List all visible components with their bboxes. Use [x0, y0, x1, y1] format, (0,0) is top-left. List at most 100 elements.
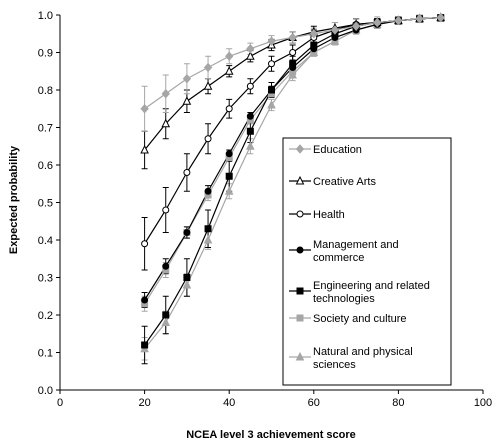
data-point	[141, 341, 149, 349]
data-point	[182, 73, 192, 84]
y-axis-label: Expected probability	[8, 145, 20, 254]
data-point	[182, 96, 192, 105]
y-tick-label: 0.5	[38, 198, 53, 210]
legend-label: technologies	[313, 293, 375, 305]
y-tick-label: 0.3	[38, 273, 53, 285]
legend-swatch-marker	[296, 246, 304, 254]
legend-item: Education	[289, 144, 362, 156]
data-point	[246, 112, 254, 120]
y-tick-label: 0.2	[38, 310, 53, 322]
data-point	[224, 66, 234, 75]
legend-label: Engineering and related	[313, 280, 430, 292]
data-point	[204, 225, 212, 233]
data-point	[140, 144, 149, 154]
data-point	[204, 187, 212, 195]
legend-swatch-marker	[295, 351, 305, 361]
legend-box	[282, 137, 452, 386]
x-tick-label: 20	[138, 397, 150, 409]
data-point	[246, 51, 255, 60]
legend-swatch-marker	[296, 314, 304, 322]
x-tick-label: 40	[223, 397, 235, 409]
data-point	[436, 12, 445, 23]
data-point	[415, 13, 424, 24]
data-point	[162, 206, 170, 214]
data-point	[161, 118, 171, 128]
legend-swatch-marker	[295, 144, 305, 154]
data-point	[267, 36, 276, 47]
legend-item: Health	[289, 209, 345, 221]
data-point	[182, 279, 192, 289]
data-point	[161, 317, 171, 326]
data-point	[141, 240, 149, 248]
legend-item: Society and culture	[289, 313, 407, 325]
data-point	[309, 28, 318, 39]
data-point	[351, 21, 361, 32]
x-tick-label: 0	[57, 397, 63, 409]
data-point	[373, 17, 382, 28]
series-markers	[140, 12, 446, 353]
data-point	[288, 32, 297, 43]
legend-swatch-marker	[296, 287, 304, 295]
data-point	[289, 49, 297, 56]
legend-label: commerce	[313, 252, 364, 264]
y-tick-label: 1.0	[38, 10, 53, 22]
data-point	[289, 64, 297, 71]
y-tick-label: 0.7	[38, 123, 53, 135]
legend: Education Creative Arts Health Management a…	[282, 137, 452, 386]
data-point	[268, 86, 275, 94]
data-point	[203, 234, 213, 244]
data-point	[246, 82, 254, 90]
legend-label: Management and	[313, 239, 399, 251]
y-tick-label: 0.4	[38, 235, 53, 247]
data-point	[330, 25, 340, 35]
legend-swatch-marker	[295, 175, 305, 185]
legend-label: Health	[313, 209, 345, 221]
data-point	[331, 34, 339, 41]
data-point	[310, 45, 318, 53]
legend-label: Natural and physical	[313, 346, 413, 358]
data-point	[203, 62, 213, 73]
data-point	[183, 274, 191, 281]
axes: 0.0 0.1 0.2 0.3 0.4 0.5 0.6 0.7 0.8 0.9 1.0 0 20 40 60…	[38, 10, 492, 409]
data-point	[162, 262, 170, 270]
data-point	[267, 99, 276, 109]
data-point	[225, 150, 233, 158]
data-point	[394, 15, 403, 26]
data-point	[225, 172, 233, 180]
x-axis-label: NCEA level 3 achievement score	[186, 429, 356, 441]
data-point	[162, 311, 170, 319]
data-point	[183, 169, 191, 176]
y-tick-label: 0.8	[38, 85, 53, 97]
data-point	[246, 43, 255, 54]
data-point	[203, 81, 213, 90]
data-point	[161, 88, 170, 99]
legend-label: Society and culture	[313, 313, 407, 325]
data-point	[183, 229, 191, 236]
legend-item: Creative Arts	[289, 175, 376, 188]
x-tick-label: 60	[308, 397, 320, 409]
data-point	[268, 60, 275, 68]
y-tick-label: 0.1	[38, 348, 53, 360]
legend-swatch-marker	[296, 210, 304, 218]
data-point	[246, 127, 254, 135]
legend-label: sciences	[313, 359, 356, 371]
y-tick-label: 0.6	[38, 160, 53, 172]
data-point	[225, 105, 233, 113]
data-point	[246, 141, 255, 150]
y-tick-label: 0.9	[38, 48, 53, 60]
data-point	[224, 186, 234, 195]
legend-label: Creative Arts	[313, 176, 376, 188]
data-point	[141, 296, 149, 304]
data-point	[225, 51, 234, 62]
legend-label: Education	[313, 144, 362, 156]
x-tick-label: 80	[392, 397, 404, 409]
y-tick-label: 0.0	[38, 385, 53, 397]
data-point	[140, 103, 149, 114]
x-tick-label: 100	[474, 397, 492, 409]
data-point	[204, 135, 212, 143]
legend-items: Education Creative Arts Health Management a…	[289, 144, 430, 371]
